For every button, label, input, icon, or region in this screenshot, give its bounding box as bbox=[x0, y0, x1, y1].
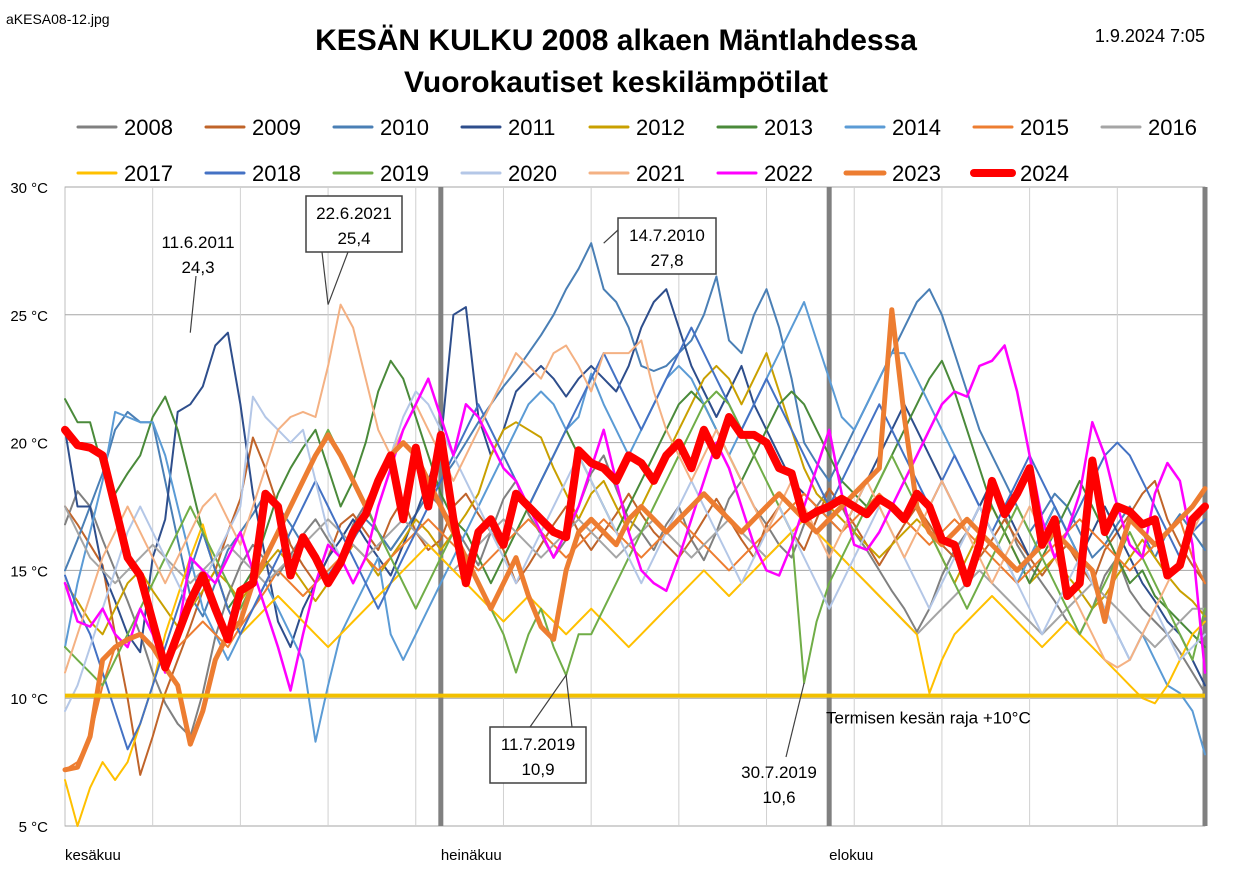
legend-label-2024: 2024 bbox=[1020, 161, 1069, 186]
callout-leader bbox=[529, 673, 573, 728]
callout-box bbox=[617, 217, 717, 275]
chart-subtitle: Vuorokautiset keskilämpötilat bbox=[404, 66, 828, 99]
legend-label-2017: 2017 bbox=[124, 161, 173, 186]
callout: 22.6.2021 25,4 bbox=[305, 195, 403, 305]
y-tick-label: 20 °C bbox=[10, 436, 48, 453]
y-tick-label: 25 °C bbox=[10, 308, 48, 325]
series-line-2021 bbox=[64, 303, 1206, 674]
y-tick-label: 5 °C bbox=[19, 819, 49, 836]
legend-label-2021: 2021 bbox=[636, 161, 685, 186]
callout-leader bbox=[603, 229, 619, 244]
callout-date: 11.6.2011 bbox=[161, 233, 234, 252]
x-tick-label: elokuu bbox=[829, 847, 873, 864]
legend: 2008 2009 2010 2011 2012 2013 2014 2015 2016 2017… bbox=[76, 115, 1197, 186]
legend-label-2019: 2019 bbox=[380, 161, 429, 186]
series-line-2024 bbox=[61, 413, 1209, 672]
legend-label-2008: 2008 bbox=[124, 115, 173, 140]
legend-label-2016: 2016 bbox=[1148, 115, 1197, 140]
callout-leader bbox=[189, 275, 197, 333]
legend-label-2022: 2022 bbox=[764, 161, 813, 186]
callout-date: 22.6.2021 bbox=[316, 204, 392, 223]
callout-value: 25,4 bbox=[337, 229, 370, 248]
legend-label-2009: 2009 bbox=[252, 115, 301, 140]
legend-label-2020: 2020 bbox=[508, 161, 557, 186]
callout-date: 14.7.2010 bbox=[629, 226, 705, 245]
series-line-2018 bbox=[64, 326, 1206, 751]
callout-value: 24,3 bbox=[181, 258, 214, 277]
legend-label-2023: 2023 bbox=[892, 161, 941, 186]
legend-label-2013: 2013 bbox=[764, 115, 813, 140]
callout-value: 10,9 bbox=[521, 760, 554, 779]
legend-label-2010: 2010 bbox=[380, 115, 429, 140]
callout-box bbox=[489, 726, 587, 784]
threshold-label: Termisen kesän raja +10°C bbox=[826, 709, 1031, 728]
callout: 11.6.2011 24,3 bbox=[161, 233, 235, 333]
legend-label-2018: 2018 bbox=[252, 161, 301, 186]
callout-value: 10,6 bbox=[762, 788, 795, 807]
y-tick-label: 30 °C bbox=[10, 180, 48, 197]
callout-box bbox=[305, 195, 403, 253]
callout: 30.7.2019 10,6 bbox=[741, 682, 817, 807]
callout: 14.7.2010 27,8 bbox=[603, 217, 717, 275]
chart-title: KESÄN KULKU 2008 alkaen Mäntlahdessa bbox=[315, 24, 917, 57]
legend-label-2014: 2014 bbox=[892, 115, 941, 140]
series-line-2020 bbox=[64, 390, 1206, 712]
callout-value: 27,8 bbox=[650, 251, 683, 270]
file-label: aKESA08-12.jpg bbox=[6, 11, 110, 27]
plot-area: 5 °C 10 °C 15 °C 20 °C 25 °C 30 °C kesäkuu hein… bbox=[10, 180, 1209, 864]
legend-label-2011: 2011 bbox=[508, 115, 555, 140]
callout-date: 11.7.2019 bbox=[501, 735, 575, 754]
y-tick-label: 10 °C bbox=[10, 691, 48, 708]
x-tick-label: heinäkuu bbox=[441, 847, 502, 864]
callout-leader bbox=[785, 682, 805, 758]
callout-date: 30.7.2019 bbox=[741, 763, 817, 782]
legend-label-2015: 2015 bbox=[1020, 115, 1069, 140]
legend-label-2012: 2012 bbox=[636, 115, 685, 140]
x-tick-label: kesäkuu bbox=[65, 847, 121, 864]
timestamp: 1.9.2024 7:05 bbox=[1095, 26, 1205, 46]
callout: 11.7.2019 10,9 bbox=[489, 673, 587, 784]
callout-leader bbox=[321, 251, 349, 305]
y-tick-label: 15 °C bbox=[10, 563, 48, 580]
series-line-2017 bbox=[64, 518, 1206, 827]
